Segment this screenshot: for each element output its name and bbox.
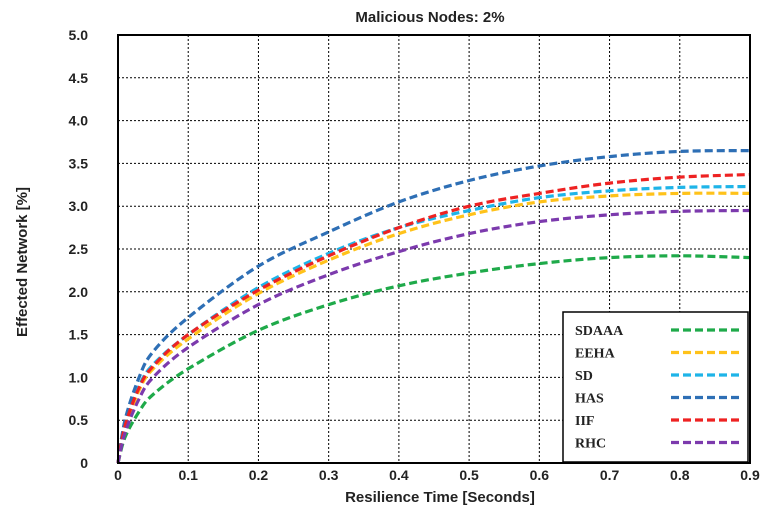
legend-box: [562, 311, 749, 463]
series-line-rhc: [116, 208, 751, 464]
x-axis-label: Resilience Time [Seconds]: [345, 489, 535, 506]
x-tick-label: 0.9: [740, 467, 760, 483]
y-tick-label: 3.5: [69, 155, 89, 171]
x-tick-label: 0.4: [389, 467, 409, 483]
plot-frame: [117, 34, 751, 464]
x-tick-label: 0.2: [249, 467, 269, 483]
x-tick-label: 0.6: [530, 467, 550, 483]
x-tick-label: 0.1: [178, 467, 198, 483]
legend-label-sdaaa: SDAAA: [575, 324, 624, 339]
y-tick-label: 2.0: [69, 284, 89, 300]
legend: SDAAA EEHA SD HAS IIF RHC: [562, 311, 749, 463]
x-tick-label: 0.3: [319, 467, 339, 483]
legend-label-has: HAS: [575, 392, 604, 407]
y-axis-label: Effected Network [%]: [14, 187, 31, 337]
y-tick-label: 4.5: [69, 70, 89, 86]
x-tick-label: 0.8: [670, 467, 690, 483]
y-tick-label: 5.0: [69, 27, 89, 43]
x-tick-label: 0.7: [600, 467, 620, 483]
legend-label-sd: SD: [575, 369, 593, 384]
y-tick-label: 1.5: [69, 327, 89, 343]
y-tick-label: 3.0: [69, 198, 89, 214]
x-tick-label: 0.5: [459, 467, 479, 483]
chart-title: Malicious Nodes: 2%: [355, 9, 504, 26]
series-line-sd: [116, 184, 751, 464]
y-tick-label: 0.5: [69, 412, 89, 428]
x-tick-label: 0: [114, 467, 122, 483]
y-tick-label: 4.0: [69, 113, 89, 129]
series-line-iif: [116, 172, 751, 464]
legend-label-rhc: RHC: [575, 437, 606, 452]
y-tick-label: 2.5: [69, 241, 89, 257]
y-tick-label: 0: [80, 455, 88, 471]
series-line-has: [116, 149, 751, 464]
series-lines: [116, 149, 751, 464]
legend-label-eeha: EEHA: [575, 347, 616, 362]
legend-label-iif: IIF: [575, 414, 594, 429]
y-tick-label: 1.0: [69, 369, 89, 385]
tick-labels: 0 0.1 0.2 0.3 0.4 0.5 0.6 0.7 0.8 0.9 0 0.5 1.0 1.5 2.…: [69, 27, 760, 483]
